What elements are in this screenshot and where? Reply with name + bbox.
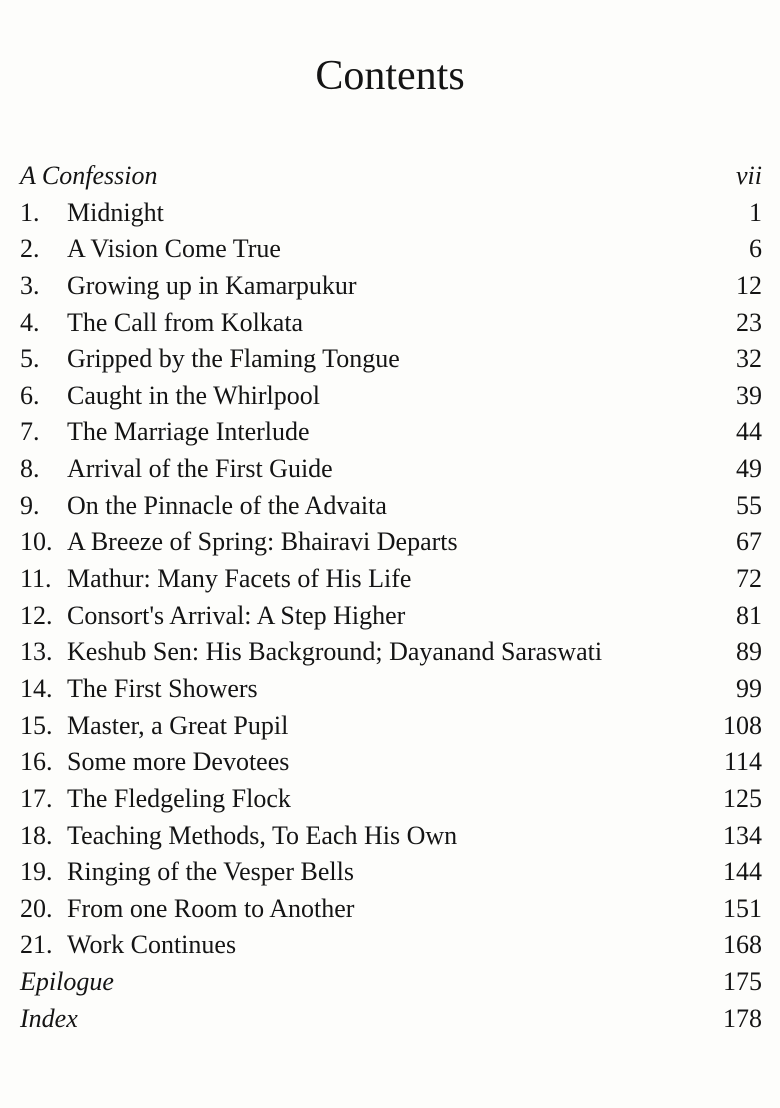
page-number: 23 bbox=[736, 307, 762, 337]
chapter-title: Consort's Arrival: A Step Higher bbox=[67, 600, 406, 630]
chapter-title: Caught in the Whirlpool bbox=[67, 380, 320, 410]
page-number: 1 bbox=[749, 197, 762, 227]
chapter-title: Ringing of the Vesper Bells bbox=[67, 857, 354, 887]
chapter-number: 9. bbox=[20, 490, 40, 520]
chapter-number: 6. bbox=[20, 380, 40, 410]
chapter-title: Arrival of the First Guide bbox=[67, 454, 333, 484]
page-number: 44 bbox=[736, 417, 762, 447]
chapter-title: The Fledgeling Flock bbox=[67, 783, 291, 813]
chapter-number: 11. bbox=[20, 564, 52, 594]
toc-entry: 15. Master, a Great Pupil 108 bbox=[20, 708, 762, 745]
toc-entry: Epilogue 175 bbox=[20, 964, 762, 1001]
page-number: 67 bbox=[736, 527, 762, 557]
toc-entry: 17. The Fledgeling Flock 125 bbox=[20, 781, 762, 818]
toc-entry: 2. A Vision Come True 6 bbox=[20, 231, 762, 268]
page-number: 151 bbox=[723, 893, 762, 923]
page-number: 89 bbox=[736, 637, 762, 667]
toc-entry: 14. The First Showers 99 bbox=[20, 671, 762, 708]
page-number: 12 bbox=[736, 270, 762, 300]
chapter-title: A Vision Come True bbox=[67, 234, 281, 264]
page-number: 55 bbox=[736, 490, 762, 520]
chapter-number: 14. bbox=[20, 673, 53, 703]
chapter-title: Index bbox=[20, 1003, 78, 1033]
toc-entry: 4. The Call from Kolkata 23 bbox=[20, 305, 762, 342]
chapter-number: 4. bbox=[20, 307, 40, 337]
chapter-title: Keshub Sen: His Background; Dayanand Sar… bbox=[67, 637, 603, 667]
chapter-number: 3. bbox=[20, 270, 40, 300]
chapter-title: Epilogue bbox=[20, 967, 114, 997]
page-number: 32 bbox=[736, 344, 762, 374]
toc-entry: 1. Midnight 1 bbox=[20, 195, 762, 232]
chapter-number: 10. bbox=[20, 527, 53, 557]
toc-entry: 8. Arrival of the First Guide 49 bbox=[20, 451, 762, 488]
page-number: 125 bbox=[723, 783, 762, 813]
page-number: 114 bbox=[723, 747, 762, 777]
chapter-title: From one Room to Another bbox=[67, 893, 355, 923]
toc-entry: 16. Some more Devotees 114 bbox=[20, 744, 762, 781]
toc-entry: A Confession vii bbox=[20, 158, 762, 195]
toc-entry: 19. Ringing of the Vesper Bells 144 bbox=[20, 854, 762, 891]
chapter-number: 19. bbox=[20, 857, 53, 887]
chapter-number: 1. bbox=[20, 197, 40, 227]
chapter-title: The Marriage Interlude bbox=[67, 417, 310, 447]
toc-entry: 13. Keshub Sen: His Background; Dayanand … bbox=[20, 634, 762, 671]
chapter-title: On the Pinnacle of the Advaita bbox=[67, 490, 387, 520]
chapter-number: 15. bbox=[20, 710, 53, 740]
page-title: Contents bbox=[315, 53, 465, 99]
page-number: 6 bbox=[749, 234, 762, 264]
chapter-number: 5. bbox=[20, 344, 40, 374]
toc-entry: 9. On the Pinnacle of the Advaita 55 bbox=[20, 488, 762, 525]
toc-entry: 6. Caught in the Whirlpool 39 bbox=[20, 378, 762, 415]
page-number: 49 bbox=[736, 454, 762, 484]
toc-entry: 21. Work Continues 168 bbox=[20, 927, 762, 964]
chapter-title: Work Continues bbox=[67, 930, 237, 960]
chapter-title: A Confession bbox=[20, 161, 158, 190]
chapter-title: Midnight bbox=[67, 197, 164, 227]
chapter-number: 17. bbox=[20, 783, 53, 813]
chapter-number: 21. bbox=[20, 930, 53, 960]
chapter-number: 7. bbox=[20, 417, 40, 447]
toc-entry: 3. Growing up in Kamarpukur 12 bbox=[20, 268, 762, 305]
chapter-number: 12. bbox=[20, 600, 53, 630]
page-number: vii bbox=[736, 161, 762, 190]
chapter-title: The First Showers bbox=[67, 673, 258, 703]
toc-entry: 5. Gripped by the Flaming Tongue 32 bbox=[20, 341, 762, 378]
page-number: 168 bbox=[723, 930, 762, 960]
chapter-title: Gripped by the Flaming Tongue bbox=[67, 344, 400, 374]
toc-entry: 18. Teaching Methods, To Each His Own 134 bbox=[20, 818, 762, 855]
chapter-number: 18. bbox=[20, 820, 53, 850]
chapter-title: Teaching Methods, To Each His Own bbox=[67, 820, 458, 850]
toc-entry: 7. The Marriage Interlude 44 bbox=[20, 414, 762, 451]
toc-entry: 11. Mathur: Many Facets of His Life 72 bbox=[20, 561, 762, 598]
chapter-title: Mathur: Many Facets of His Life bbox=[67, 564, 412, 594]
page-number: 39 bbox=[736, 380, 762, 410]
toc-entry: 12. Consort's Arrival: A Step Higher 81 bbox=[20, 598, 762, 635]
chapter-title: A Breeze of Spring: Bhairavi Departs bbox=[67, 527, 458, 557]
chapter-title: Some more Devotees bbox=[67, 747, 290, 777]
page-number: 134 bbox=[723, 820, 762, 850]
chapter-number: 8. bbox=[20, 454, 40, 484]
page-number: 144 bbox=[723, 857, 762, 887]
toc-entry: 20. From one Room to Another 151 bbox=[20, 891, 762, 928]
chapter-number: 13. bbox=[20, 637, 53, 667]
chapter-title: Growing up in Kamarpukur bbox=[67, 270, 357, 300]
page-number: 108 bbox=[723, 710, 762, 740]
table-of-contents: A Confession vii 1. Midnight 1 2. A Vision Com… bbox=[20, 158, 762, 1037]
chapter-number: 16. bbox=[20, 747, 53, 777]
chapter-title: The Call from Kolkata bbox=[67, 307, 304, 337]
page-number: 175 bbox=[723, 967, 762, 997]
chapter-number: 20. bbox=[20, 893, 53, 923]
page-number: 178 bbox=[723, 1003, 762, 1033]
chapter-title: Master, a Great Pupil bbox=[67, 710, 289, 740]
chapter-number: 2. bbox=[20, 234, 40, 264]
toc-entry: Index 178 bbox=[20, 1001, 762, 1038]
page-number: 72 bbox=[736, 564, 762, 594]
toc-entry: 10. A Breeze of Spring: Bhairavi Departs 6… bbox=[20, 524, 762, 561]
page-number: 99 bbox=[736, 673, 762, 703]
page-number: 81 bbox=[736, 600, 762, 630]
